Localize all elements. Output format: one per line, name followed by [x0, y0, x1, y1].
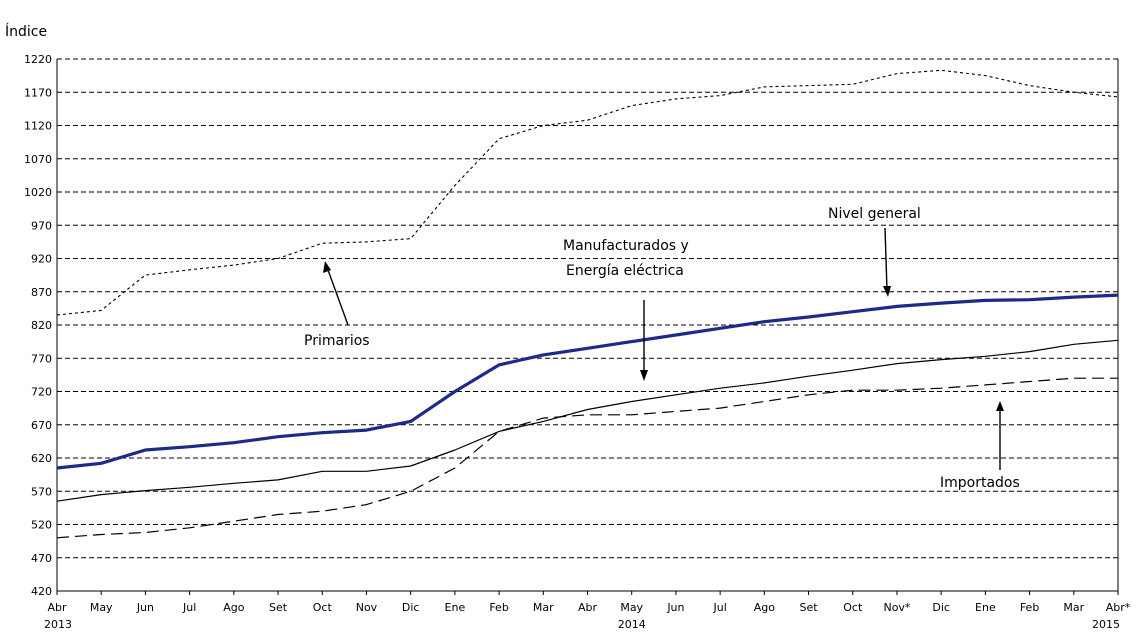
annotation-importados: Importados	[940, 475, 1020, 491]
x-tick-label: Abr	[578, 601, 598, 614]
arrow-nivel-general-head	[883, 286, 891, 297]
y-tick-label: 970	[31, 219, 52, 232]
y-axis-label: Índice	[5, 23, 47, 40]
arrow-nivel-general-shaft	[884, 227, 888, 291]
y-tick-label: 520	[31, 519, 52, 532]
y-tick-label: 1120	[24, 120, 52, 133]
x-year-label: 2015	[1092, 618, 1120, 631]
y-tick-label: 620	[31, 452, 52, 465]
x-tick-label: Abr	[47, 601, 67, 614]
annotation-manufacturados-line1: Manufacturados y	[563, 238, 689, 254]
y-tick-label: 720	[31, 386, 52, 399]
x-tick-label: May	[620, 601, 643, 614]
arrow-primarios-shaft	[327, 269, 349, 326]
grid	[57, 58, 1118, 559]
y-ticks: 420 470 520 570 620 670 720 770 820 870 920 970 1020…	[24, 53, 52, 598]
x-tick-label: Jul	[182, 601, 196, 614]
y-tick-label: 1070	[24, 153, 52, 166]
x-tick-label: Nov	[356, 601, 378, 614]
arrow-primarios-head	[323, 261, 331, 273]
x-tick-label: Mar	[1063, 601, 1084, 614]
y-tick-label: 820	[31, 319, 52, 332]
y-tick-label: 420	[31, 585, 52, 598]
annotations: Nivel general Manufacturados y Energía e…	[304, 206, 1020, 491]
x-tick-label: Jun	[666, 601, 684, 614]
arrow-manufacturados-head	[640, 370, 648, 381]
series-line-nivel-general	[56, 293, 1119, 470]
annotation-nivel-general: Nivel general	[828, 206, 921, 222]
y-tick-label: 920	[31, 253, 52, 266]
x-tick-label: Mar	[533, 601, 554, 614]
x-tick-label: Dic	[932, 601, 950, 614]
x-ticks: Abr May Jun Jul Ago Set Oct Nov Dic Ene Feb Mar Abr M…	[44, 591, 1131, 631]
x-tick-label: Feb	[1020, 601, 1039, 614]
y-tick-label: 1170	[24, 86, 52, 99]
y-tick-label: 570	[31, 485, 52, 498]
x-tick-label: Feb	[489, 601, 508, 614]
x-tick-label: Oct	[313, 601, 333, 614]
series-line-primarios	[56, 69, 1119, 316]
annotation-primarios: Primarios	[304, 333, 370, 349]
x-tick-label: Ago	[754, 601, 776, 614]
y-tick-label: 670	[31, 419, 52, 432]
x-tick-label: Jul	[712, 601, 726, 614]
x-tick-label: Ene	[975, 601, 996, 614]
y-tick-label: 770	[31, 352, 52, 365]
y-tick-label: 470	[31, 552, 52, 565]
x-tick-label: Dic	[402, 601, 420, 614]
x-year-label: 2014	[618, 618, 646, 631]
x-year-label: 2013	[44, 618, 72, 631]
x-tick-label: Abr*	[1106, 601, 1131, 614]
annotation-manufacturados-line2: Energía eléctrica	[566, 263, 684, 279]
x-tick-label: Ago	[223, 601, 245, 614]
series-layer	[56, 69, 1119, 539]
y-tick-label: 870	[31, 286, 52, 299]
x-tick-label: Set	[800, 601, 819, 614]
x-tick-label: Ene	[445, 601, 466, 614]
x-tick-label: May	[90, 601, 113, 614]
x-tick-label: Oct	[843, 601, 863, 614]
y-tick-label: 1020	[24, 186, 52, 199]
arrow-importados-head	[996, 401, 1004, 411]
series-line-importados	[56, 377, 1118, 539]
x-tick-label: Nov*	[883, 601, 910, 614]
y-tick-label: 1220	[24, 53, 52, 66]
x-tick-label: Set	[269, 601, 288, 614]
series-line-manufacturados-y-energia-electrica	[56, 339, 1119, 502]
x-tick-label: Jun	[136, 601, 154, 614]
